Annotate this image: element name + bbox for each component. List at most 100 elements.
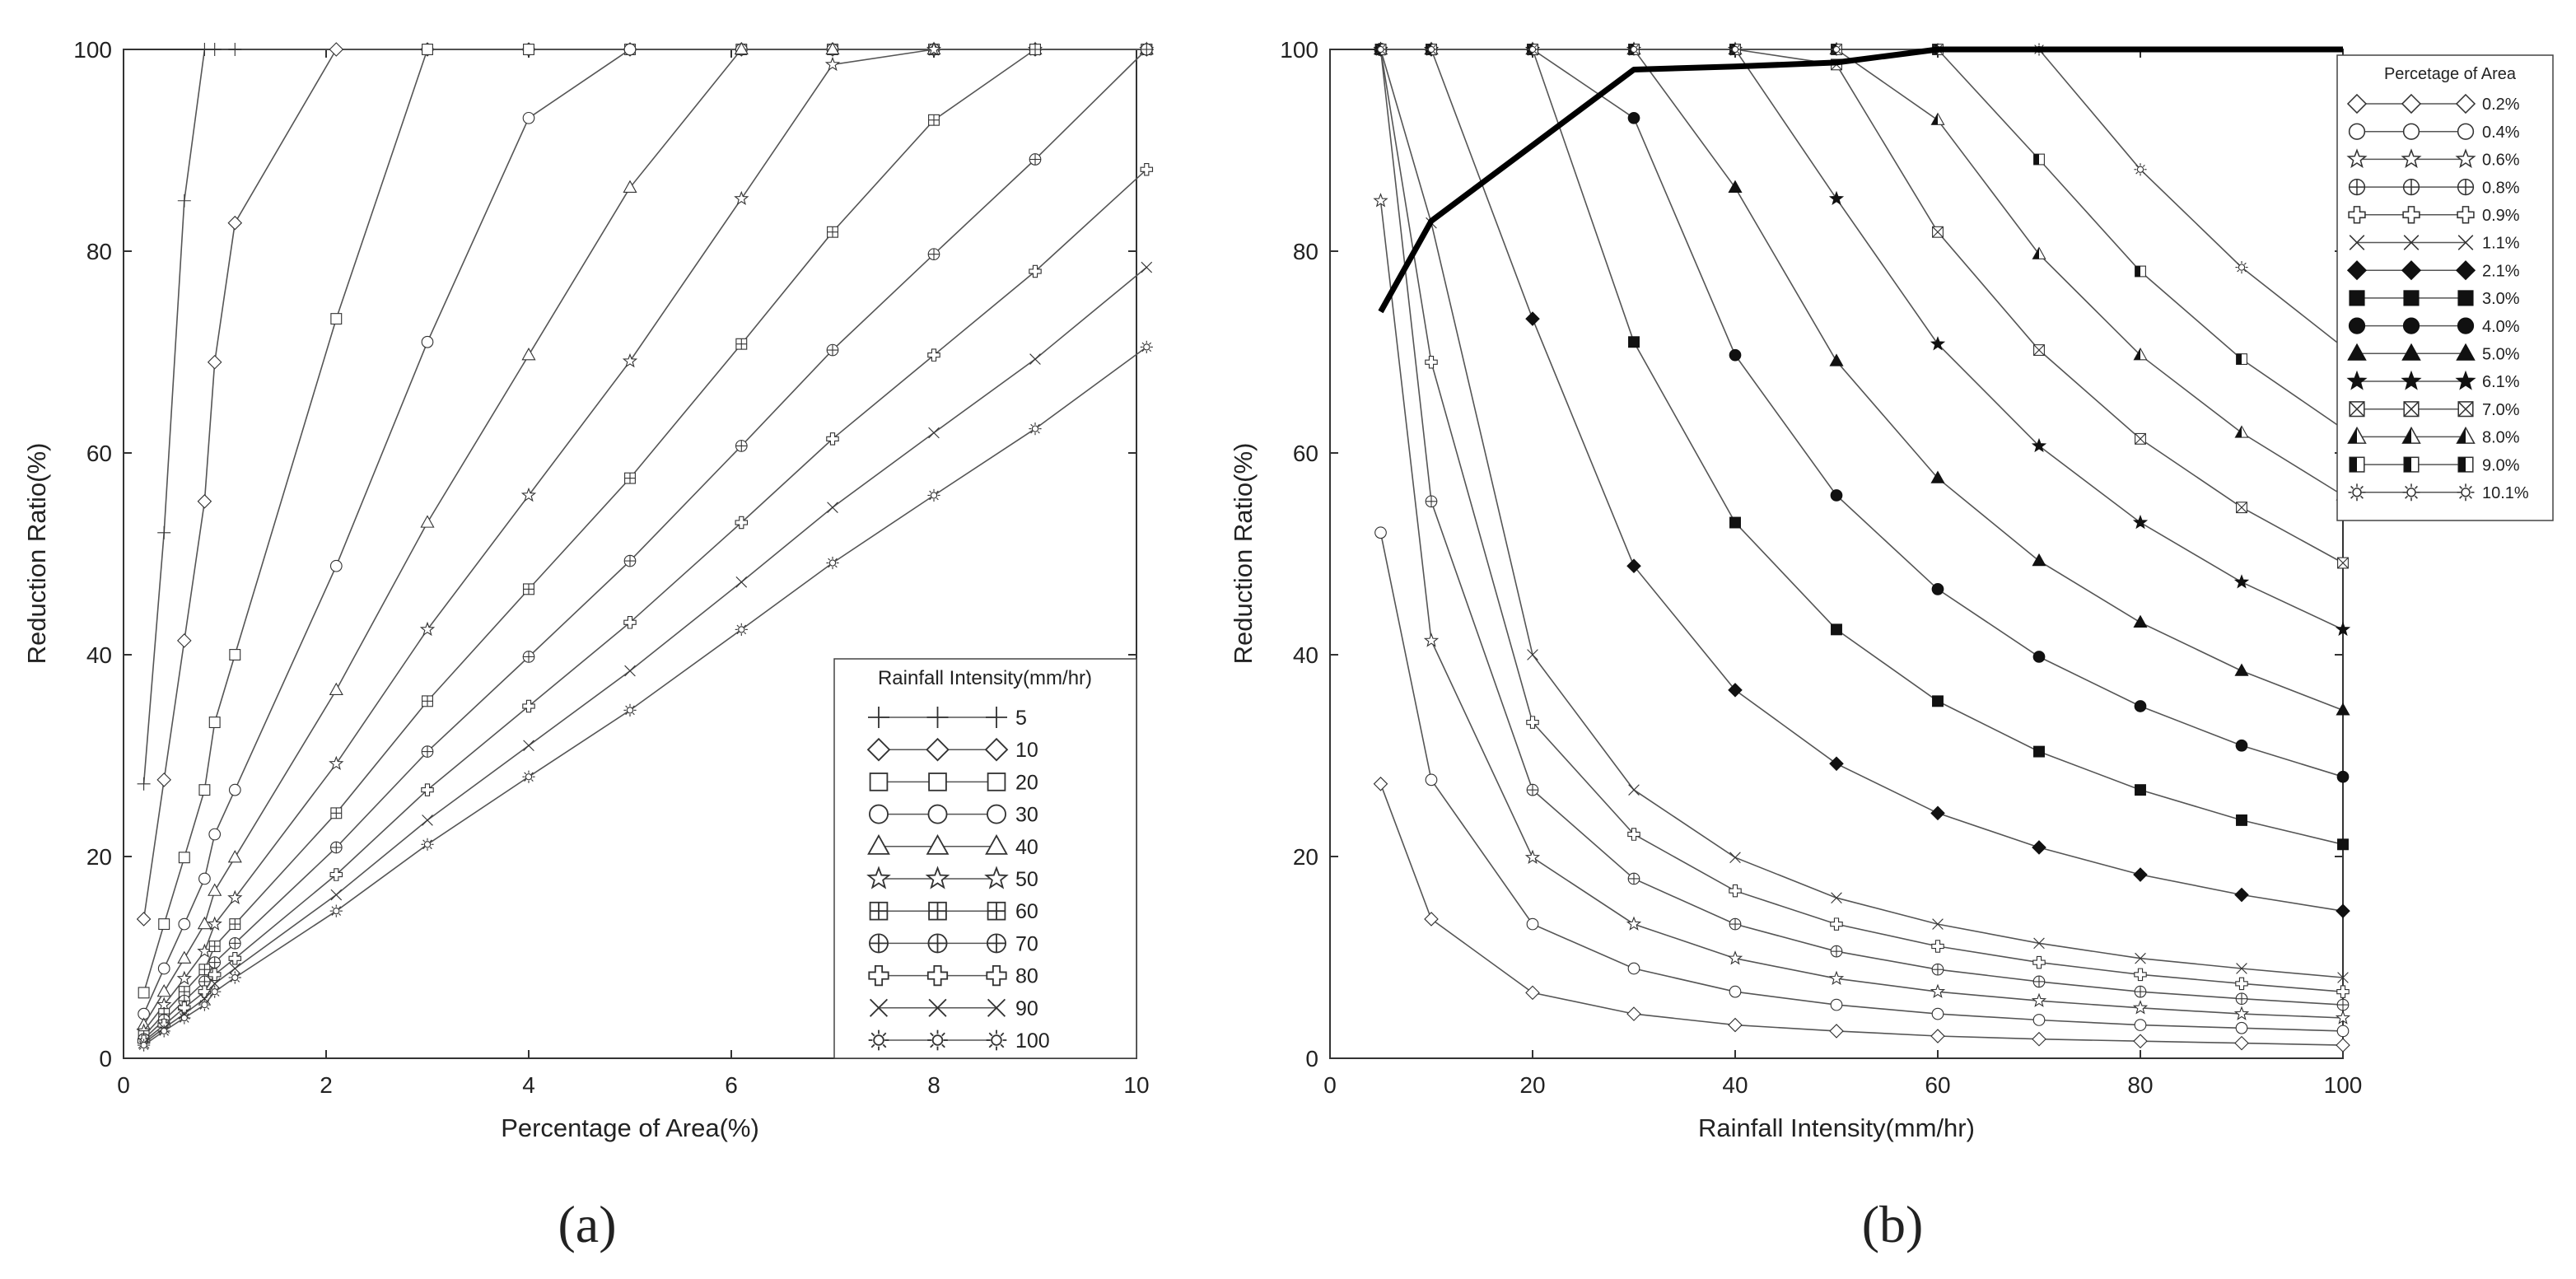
chart-a-data-point [421,335,434,348]
chart-a-data-point [156,984,171,997]
chart-a-data-point [826,432,839,446]
chart-a-data-point [229,963,241,974]
chart-b-legend-marker [2457,235,2474,250]
chart-a-data-point [827,502,838,513]
chart-b-legend-label: 4.0% [2482,318,2520,336]
chart-a-legend-marker [869,773,889,791]
chart-b-data-point [1373,193,1388,208]
chart-a-data-point [207,916,222,931]
chart-b-data-point [1830,917,1843,931]
chart-b-data-point [1627,828,1640,841]
chart-b-series-9.0% [1374,44,2349,435]
chart-b-series-0.4% [1374,526,2350,1038]
chart-b-legend-marker [2349,235,2365,250]
chart-a-data-point [178,852,190,864]
chart-b-data-point [1525,311,1540,326]
chart-a-data-point [198,964,211,976]
chart-a-data-point [1029,353,1041,365]
chart-b-data-point [1425,43,1438,56]
chart-b-legend-marker [2457,401,2474,418]
chart-a-legend-marker [869,998,889,1017]
chart-b-data-point [2033,153,2045,166]
chart-a-data-point [137,777,151,791]
chart-a-data-point [1029,422,1042,436]
chart-b-data-point [2133,348,2148,361]
chart-a-y-axis-title: Reduction Ratio(%) [22,443,51,665]
chart-b-y-tick-label: 80 [1293,239,1318,264]
chart-a-data-point [329,755,344,771]
chart-a-series-90 [138,261,1153,1049]
chart-b-series-6.1% [1373,41,2351,637]
chart-b-data-point [2132,1000,2149,1015]
chart-b-series-0.6% [1373,193,2351,1025]
chart-b-data-point [1628,784,1640,796]
chart-a-x-tick-label: 10 [1123,1072,1149,1098]
chart-a-legend-marker [985,833,1008,855]
chart-b-series-5.0% [1373,41,2350,716]
chart-b-ticks: 0 20 40 60 80 100 0 20 40 60 80 100 [1280,37,2362,1098]
chart-b-legend-item: 1.1% [2349,235,2520,253]
chart-b-series-1.1% [1374,44,2349,983]
chart-b-data-point [1931,1007,1944,1020]
chart-a-data-point [136,912,152,927]
chart-b-x-tick-label: 20 [1519,1072,1545,1098]
chart-b-data-point [2235,261,2248,274]
chart-b-legend-label: 0.9% [2482,207,2520,225]
chart-b-data-point [2336,985,2350,998]
chart-a-data-point [420,515,435,528]
chart-a-legend-title: Rainfall Intensity(mm/hr) [878,667,1092,689]
chart-a-legend-marker [867,833,890,855]
chart-b-legend-item: 0.8% [2348,178,2520,197]
chart-b-data-point [2336,770,2350,783]
chart-b-legend-marker [2348,206,2366,224]
chart-a-legend-items: 5 10 20 30 40 50 60 70 80 90 100 [866,707,1050,1053]
chart-b-data-point [1628,336,1640,348]
chart-a-legend-marker [987,773,1006,791]
chart-b-legend-item: 0.9% [2348,206,2520,225]
chart-b-data-point [1828,190,1845,206]
chart-b-data-point [1525,985,1540,1001]
chart-b-legend-marker [2401,260,2422,281]
chart-a-data-point [156,773,171,787]
chart-b-legend-item: 0.4% [2348,123,2520,142]
chart-b-y-axis-title: Reduction Ratio(%) [1229,443,1258,665]
chart-a-data-point [927,488,940,502]
chart-b-data-point [1831,892,1842,904]
chart-b-legend-marker [2457,317,2475,334]
chart-a-legend-box [833,658,1137,1059]
chart-b-legend-marker [2403,290,2420,306]
chart-a-data-point [623,616,637,629]
chart-b-legend-marker [2402,123,2420,140]
chart-b-legend-marker [2402,178,2420,196]
chart-a-legend-marker [987,804,1006,824]
chart-a-legend-item: 100 [868,1029,1050,1053]
chart-b-data-point [2235,977,2248,991]
chart-b-data-point [1831,623,1842,636]
chart-b-x-tick-label: 0 [1323,1072,1337,1098]
chart-a-data-point [622,352,638,368]
chart-a-legend-marker [925,866,950,889]
chart-b-data-point [2235,992,2248,1006]
chart-b-data-point [1930,805,1945,821]
chart-b-data-point [2135,265,2146,278]
chart-a-legend-item: 70 [869,932,1038,955]
chart-b-data-point [1932,918,1944,930]
chart-b-data-point [2236,502,2247,514]
chart-b-data-point [1729,516,1741,529]
chart-b-legend-box [2336,54,2554,521]
chart-a-data-point [208,985,222,998]
chart-a-data-point [157,962,170,975]
chart-a-data-point [138,1039,151,1052]
chart-a-data-point [207,354,222,370]
chart-b-data-point [1728,1017,1743,1033]
chart-a-data-point [208,883,222,896]
chart-b-legend-marker [2457,456,2474,473]
chart-a-legend-marker [926,833,950,855]
chart-b-legend-marker [2403,456,2420,473]
chart-b-legend-marker [2457,123,2475,140]
chart-a-legend-label: 70 [1015,932,1038,955]
chart-b-thick-line [1378,46,2343,314]
chart-b-legend-item: 0.6% [2346,148,2520,170]
chart-b-data-point [2234,887,2249,903]
